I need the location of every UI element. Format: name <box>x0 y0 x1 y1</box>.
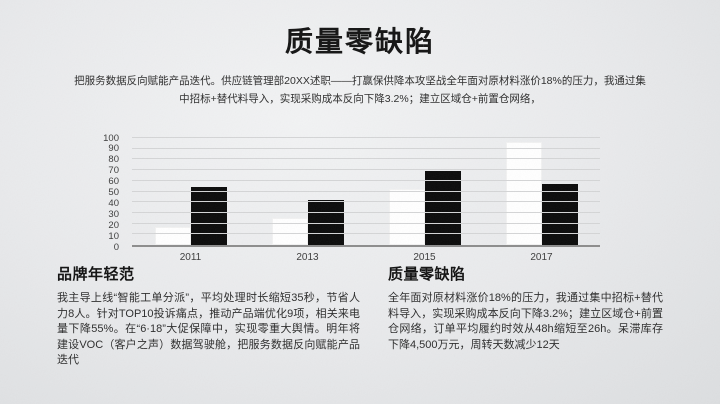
bar-group-2017: 2017 <box>505 138 579 263</box>
y-tick-label: 10 <box>108 230 119 242</box>
chart-y-axis: 0 10 20 30 40 50 60 70 80 90 100 <box>88 133 128 251</box>
x-axis-label: 2015 <box>413 252 436 263</box>
bar-group-2011: 2011 <box>154 138 228 263</box>
gridline <box>132 169 600 171</box>
y-tick-label: 30 <box>108 208 119 220</box>
gridline <box>132 211 600 213</box>
bar-chart: 0 10 20 30 40 50 60 70 80 90 100 2011 2013 2015 2017 <box>88 133 600 263</box>
gridline <box>132 222 600 224</box>
section-title: 品牌年轻范 <box>57 266 135 283</box>
section-body: 全年面对原材料涨价18%的压力，我通过集中招标+替代料导入，实现采购成本反向下降… <box>388 292 663 351</box>
section-quality-zero-defect: 质量零缺陷 全年面对原材料涨价18%的压力，我通过集中招标+替代料导入，实现采购… <box>388 264 663 369</box>
y-tick-label: 90 <box>108 143 119 155</box>
y-tick-label: 100 <box>103 132 119 144</box>
y-tick-label: 80 <box>108 154 119 166</box>
section-body: 我主导上线“智能工单分派”，平均处理时长缩短35秒，节省人力8人。针对TOP10… <box>57 292 360 366</box>
gridline <box>132 158 600 160</box>
gridline <box>132 190 600 192</box>
bar-black-2017 <box>541 184 578 245</box>
bar-group-2013: 2013 <box>271 138 345 263</box>
chart-plot: 2011 2013 2015 2017 <box>132 137 600 263</box>
bar-white-2011 <box>154 226 191 245</box>
y-tick-label: 0 <box>113 241 119 253</box>
slide-subtitle: 把服务数据反向赋能产品迭代。供应链管理部20XX述职——打赢保供降本攻坚战全年面… <box>74 75 646 105</box>
slide-title: 质量零缺陷 <box>284 26 435 57</box>
section-brand-youth: 品牌年轻范 我主导上线“智能工单分派”，平均处理时长缩短35秒，节省人力8人。针… <box>57 264 360 369</box>
gridline <box>132 137 600 138</box>
y-tick-label: 40 <box>108 197 119 209</box>
bottom-sections: 品牌年轻范 我主导上线“智能工单分派”，平均处理时长缩短35秒，节省人力8人。针… <box>57 264 663 369</box>
y-tick-label: 60 <box>108 175 119 187</box>
y-tick-label: 50 <box>108 186 119 198</box>
y-tick-label: 70 <box>108 164 119 176</box>
chart-bar-groups: 2011 2013 2015 2017 <box>132 138 600 263</box>
y-tick-label: 20 <box>108 219 119 231</box>
gridline <box>132 233 600 235</box>
bar-group-2015: 2015 <box>388 138 462 263</box>
x-axis-label: 2013 <box>296 252 319 263</box>
x-axis-label: 2017 <box>530 252 553 263</box>
x-axis-label: 2011 <box>179 252 202 263</box>
bar-black-2011 <box>190 187 227 245</box>
section-title: 质量零缺陷 <box>388 266 466 283</box>
gridline <box>132 179 600 181</box>
bar-white-2015 <box>388 189 425 245</box>
gridline <box>132 147 600 149</box>
gridline <box>132 201 600 203</box>
